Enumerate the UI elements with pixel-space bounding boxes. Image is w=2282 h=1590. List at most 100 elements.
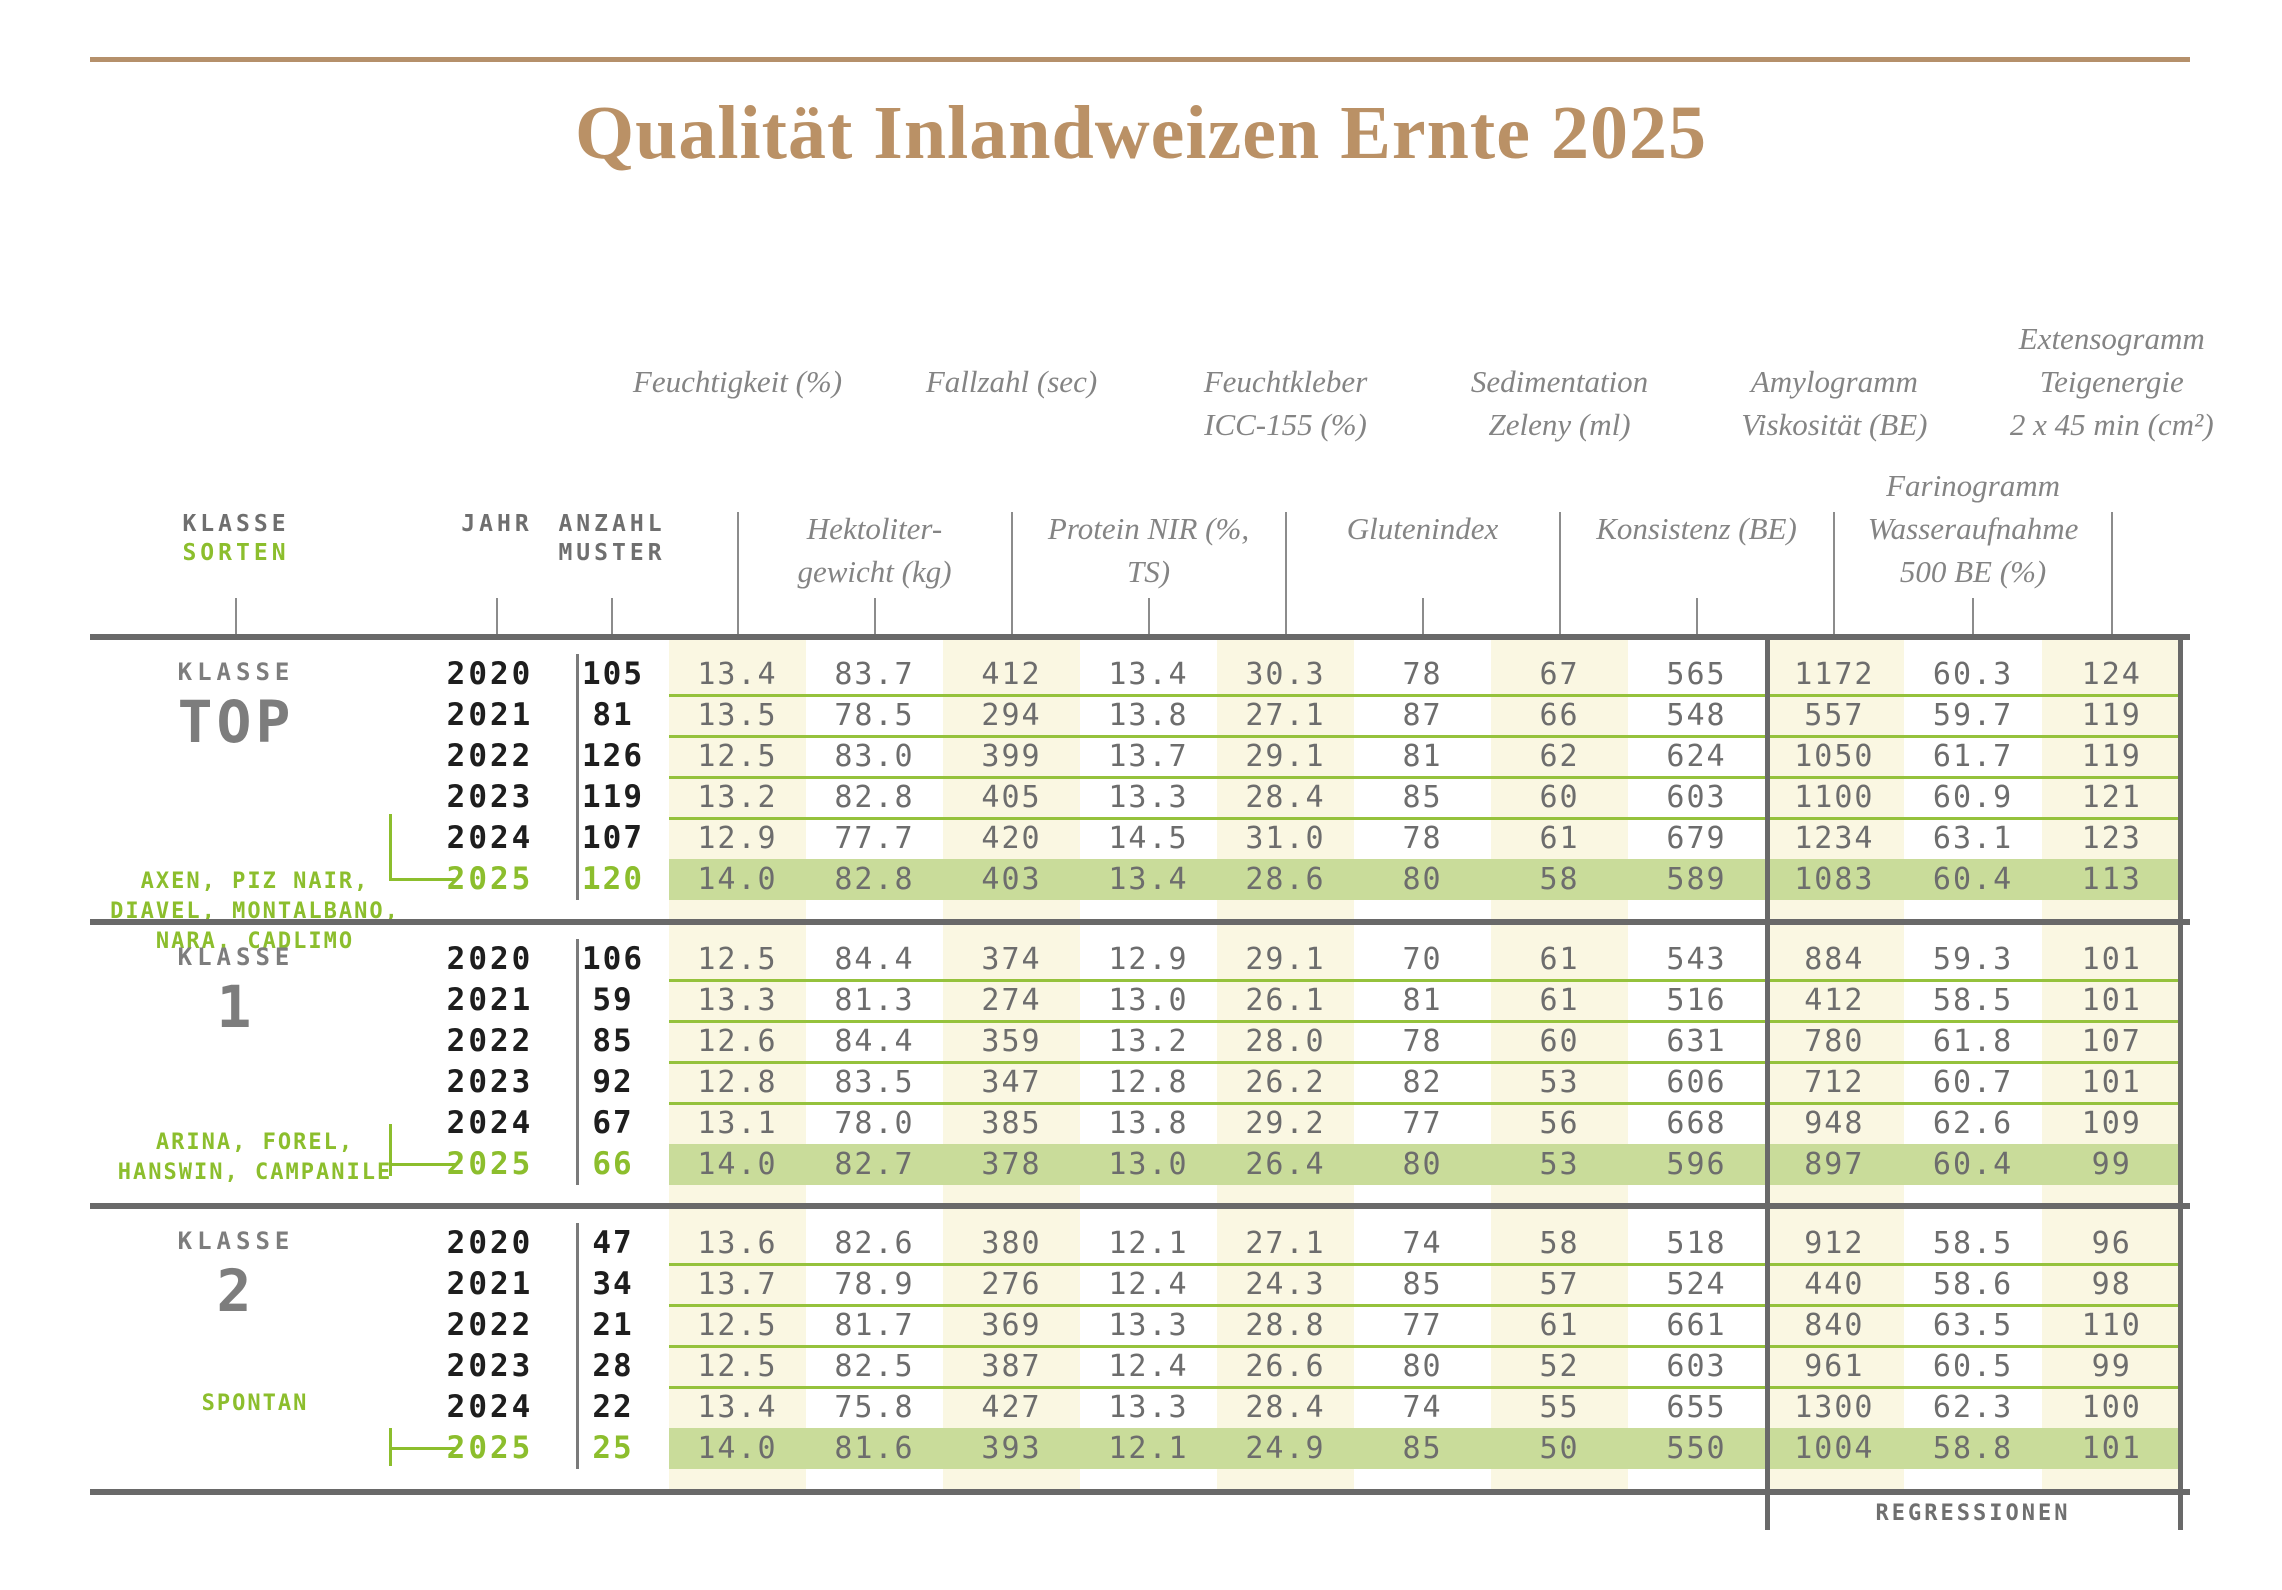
value-cell: 119: [2081, 739, 2142, 774]
value-cell: 61.8: [1932, 1024, 2014, 1059]
value-cell: 101: [2081, 1431, 2142, 1466]
row-separator: [669, 1385, 2181, 1389]
section-klasse-label: KLASSE: [177, 658, 295, 686]
value-cell: 31.0: [1245, 821, 1326, 856]
value-cell: 12.8: [697, 1065, 778, 1100]
value-cell: 26.1: [1245, 983, 1326, 1018]
value-cell: 12.5: [697, 1308, 778, 1343]
highlight-row-bg: [669, 1428, 2181, 1469]
value-cell: 12.9: [697, 821, 778, 856]
top-rule: [90, 57, 2190, 62]
value-cell: 712: [1804, 1065, 1865, 1100]
value-cell: 13.7: [1108, 739, 1189, 774]
row-separator: [669, 978, 2181, 982]
count-cell: 120: [582, 861, 644, 897]
count-cell: 107: [582, 820, 644, 856]
value-cell: 77: [1402, 1308, 1443, 1343]
value-cell: 13.3: [1108, 780, 1189, 815]
value-cell: 26.4: [1245, 1147, 1326, 1182]
value-cell: 374: [981, 942, 1042, 977]
count-cell: 25: [592, 1430, 634, 1466]
year-cell: 2023: [446, 779, 534, 815]
value-cell: 60: [1539, 780, 1580, 815]
value-cell: 60.3: [1932, 657, 2014, 692]
value-cell: 59.3: [1932, 942, 2014, 977]
value-cell: 74: [1402, 1390, 1443, 1425]
value-cell: 28.0: [1245, 1024, 1326, 1059]
value-cell: 13.3: [1108, 1308, 1189, 1343]
value-cell: 399: [981, 739, 1042, 774]
row-separator: [669, 734, 2181, 738]
value-cell: 57: [1539, 1267, 1580, 1302]
value-cell: 29.1: [1245, 739, 1326, 774]
value-cell: 82.7: [834, 1147, 915, 1182]
value-cell: 1172: [1794, 657, 1875, 692]
value-cell: 13.6: [697, 1226, 778, 1261]
column-header-8: Amylogramm Viskosität (BE): [1741, 364, 1928, 442]
row-separator: [669, 1262, 2181, 1266]
count-cell: 126: [582, 738, 644, 774]
value-cell: 82.6: [834, 1226, 915, 1261]
value-cell: 516: [1666, 983, 1727, 1018]
year-cell: 2020: [446, 1225, 534, 1261]
value-cell: 589: [1666, 862, 1727, 897]
column-header-1: Hektoliter-gewicht (kg): [797, 511, 952, 589]
value-cell: 99: [2091, 1147, 2132, 1182]
value-cell: 99: [2091, 1349, 2132, 1384]
value-cell: 12.5: [697, 1349, 778, 1384]
value-cell: 13.8: [1108, 698, 1189, 733]
value-cell: 81: [1402, 739, 1443, 774]
year-cell: 2025: [446, 861, 534, 897]
value-cell: 60.7: [1932, 1065, 2014, 1100]
jahr-header-label: JAHR: [461, 511, 533, 537]
count-cell: 28: [592, 1348, 634, 1384]
value-cell: 912: [1804, 1226, 1865, 1261]
muster-header-label: MUSTER: [558, 540, 666, 566]
column-tick: [1421, 598, 1424, 634]
value-cell: 70: [1402, 942, 1443, 977]
count-cell: 81: [592, 697, 634, 733]
value-cell: 101: [2081, 1065, 2142, 1100]
value-cell: 24.9: [1245, 1431, 1326, 1466]
value-cell: 661: [1666, 1308, 1727, 1343]
value-cell: 82.8: [834, 780, 915, 815]
value-cell: 26.6: [1245, 1349, 1326, 1384]
value-cell: 60: [1539, 1024, 1580, 1059]
value-cell: 1300: [1794, 1390, 1875, 1425]
bracket-horizontal-line: [389, 1447, 457, 1450]
value-cell: 61: [1539, 942, 1580, 977]
value-cell: 28.4: [1245, 1390, 1326, 1425]
column-tick: [1695, 598, 1698, 634]
value-cell: 121: [2081, 780, 2142, 815]
value-cell: 28.8: [1245, 1308, 1326, 1343]
bracket-vertical-line: [389, 814, 392, 881]
value-cell: 81: [1402, 983, 1443, 1018]
value-cell: 13.4: [1108, 657, 1189, 692]
value-cell: 119: [2081, 698, 2142, 733]
value-cell: 63.1: [1932, 821, 2014, 856]
value-cell: 543: [1666, 942, 1727, 977]
section-klasse-label: KLASSE: [177, 943, 295, 971]
jahr-anzahl-divider: [576, 654, 579, 900]
value-cell: 961: [1804, 1349, 1865, 1384]
value-cell: 369: [981, 1308, 1042, 1343]
value-cell: 85: [1402, 780, 1443, 815]
count-cell: 34: [592, 1266, 634, 1302]
value-cell: 84.4: [834, 942, 915, 977]
count-cell: 106: [582, 941, 644, 977]
value-cell: 78: [1402, 821, 1443, 856]
value-cell: 27.1: [1245, 1226, 1326, 1261]
regression-box-right-border: [2178, 634, 2183, 1530]
value-cell: 12.5: [697, 942, 778, 977]
section-name: 2: [216, 1257, 256, 1325]
value-cell: 13.3: [697, 983, 778, 1018]
value-cell: 28.4: [1245, 780, 1326, 815]
value-cell: 78.0: [834, 1106, 915, 1141]
bracket-horizontal-line: [389, 878, 457, 881]
value-cell: 12.1: [1108, 1431, 1189, 1466]
value-cell: 13.4: [1108, 862, 1189, 897]
year-cell: 2020: [446, 656, 534, 692]
column-header-0: Feuchtigkeit (%): [632, 364, 843, 399]
value-cell: 96: [2091, 1226, 2132, 1261]
